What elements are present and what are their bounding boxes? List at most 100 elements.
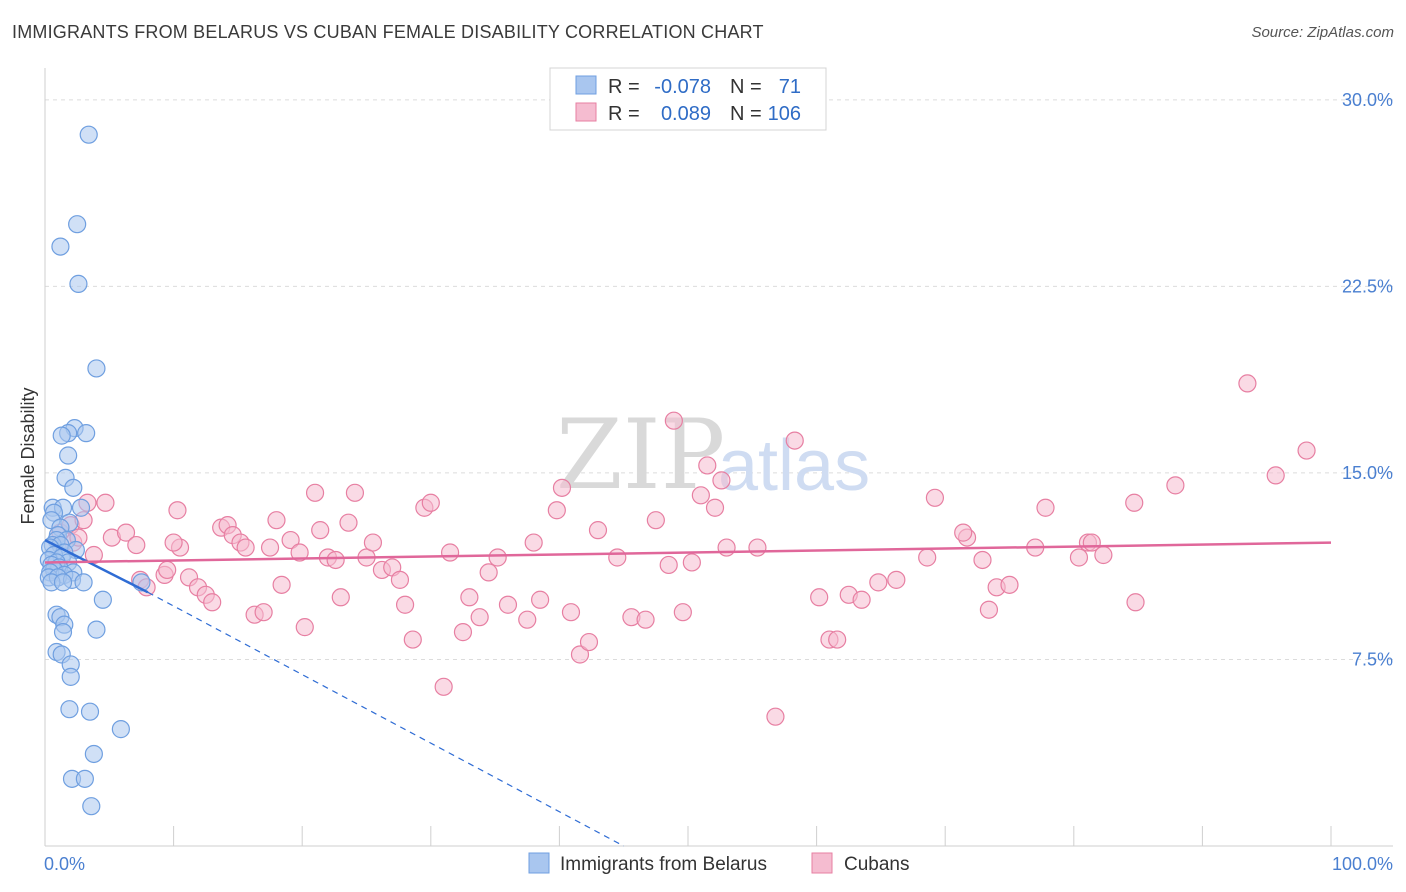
cubans-point-61: [531, 590, 550, 609]
cubans-point-32: [281, 530, 300, 550]
cubans-point-17: [168, 501, 187, 520]
cubans-point-56: [479, 563, 498, 582]
bottom-legend-swatch-cubans: [811, 852, 833, 874]
series-legend: Immigrants from Belarus Cubans: [528, 852, 910, 875]
cubans-point-54: [460, 588, 479, 607]
cubans-point-106: [1266, 466, 1285, 485]
cubans-point-21: [203, 593, 222, 612]
bottom-legend-swatch-belarus: [528, 852, 550, 874]
cubans-point-73: [664, 411, 683, 430]
cubans-point-77: [698, 456, 717, 475]
cubans-point-96: [1000, 575, 1019, 594]
cubans-point-90: [887, 570, 906, 589]
legend-n-label-1: N =: [730, 76, 762, 98]
cubans-point-34: [295, 618, 314, 637]
cubans-point-28: [254, 603, 273, 622]
cubans-point-91: [918, 548, 937, 567]
cubans-point-82: [766, 707, 785, 726]
belarus-point-50: [53, 623, 73, 642]
cubans-point-72: [659, 555, 678, 575]
belarus-point-58: [84, 744, 103, 764]
belarus-point-11: [64, 478, 83, 497]
legend-r-label-1: R =: [608, 76, 640, 98]
y-axis-title: Female Disability: [18, 387, 38, 524]
belarus-point-45: [93, 590, 112, 609]
bottom-legend-cubans: Cubans: [844, 854, 910, 875]
watermark: ZIP atlas: [556, 399, 870, 511]
cubans-point-36: [311, 521, 330, 540]
belarus-point-1: [68, 215, 87, 234]
cubans-point-59: [518, 610, 537, 629]
cubans-point-40: [339, 513, 358, 532]
cubans-point-55: [470, 608, 489, 627]
cubans-point-46: [390, 570, 410, 589]
legend-r-label-2: R =: [608, 103, 640, 125]
legend-n-value-2: 106: [768, 103, 801, 125]
y-tick-label-2: 22.5%: [1342, 276, 1393, 296]
belarus-point-61: [82, 797, 101, 816]
cubans-point-79: [712, 471, 731, 490]
belarus-point-4: [87, 359, 106, 378]
cubans-point-107: [1297, 441, 1316, 460]
cubans-point-62: [547, 501, 566, 520]
belarus-point-14: [71, 498, 91, 517]
cubans-point-104: [1126, 593, 1145, 612]
belarus-point-49: [87, 620, 106, 639]
cubans-point-68: [608, 548, 627, 567]
cubans-point-88: [852, 590, 871, 609]
cubans-point-67: [588, 521, 608, 540]
cubans-point-98: [1036, 498, 1055, 517]
x-tick-labels: 0.0% 100.0%: [44, 854, 1393, 874]
cubans-point-65: [570, 645, 590, 664]
cubans-point-39: [331, 588, 350, 607]
cubans-point-50: [421, 493, 440, 512]
grid-lines: [45, 99, 1393, 660]
x-tick-label-1: 100.0%: [1332, 854, 1393, 874]
trend-cubans: [44, 541, 1332, 564]
belarus-point-60: [75, 769, 94, 788]
belarus-point-3: [69, 274, 88, 293]
belarus-point-54: [61, 667, 80, 686]
belarus-point-57: [111, 720, 130, 739]
cubans-point-58: [498, 595, 518, 614]
belarus-point-2: [51, 237, 70, 256]
belarus-point-0: [79, 125, 98, 144]
cubans-point-66: [579, 632, 599, 652]
y-tick-labels: 7.5% 15.0% 22.5% 30.0%: [1342, 90, 1393, 670]
belarus-point-7: [77, 424, 96, 443]
source-label: Source: ZipAtlas.com: [1251, 24, 1394, 41]
belarus-point-9: [59, 446, 78, 465]
cubans-point-35: [305, 483, 325, 502]
cubans-point-74: [673, 603, 692, 622]
cubans-point-47: [395, 595, 415, 614]
cubans-point-63: [552, 478, 572, 497]
cubans-point-75: [682, 553, 701, 572]
cubans-point-84: [810, 588, 829, 607]
legend-n-value-1: 71: [779, 76, 801, 98]
trend-lines: [44, 538, 1332, 847]
cubans-point-64: [561, 603, 581, 622]
cubans-point-53: [453, 623, 473, 642]
legend-r-value-1: -0.078: [654, 76, 711, 98]
cubans-point-33: [290, 543, 309, 562]
cubans-point-16: [164, 533, 183, 552]
cubans-point-70: [636, 610, 655, 629]
belarus-point-56: [80, 702, 100, 721]
belarus-point-42: [53, 573, 73, 592]
cubans-point-105: [1238, 374, 1257, 393]
belarus-point-55: [60, 700, 79, 719]
cubans-point-48: [403, 630, 422, 649]
cubans-point-14: [158, 560, 177, 580]
cubans-point-94: [979, 600, 999, 619]
cubans-point-43: [363, 533, 383, 552]
cubans-point-41: [345, 483, 365, 502]
cubans-point-109: [925, 488, 945, 507]
legend-r-value-2: 0.089: [661, 103, 711, 125]
cubans-point-9: [116, 523, 136, 542]
cubans-point-60: [524, 533, 543, 552]
axes: [44, 68, 1393, 847]
y-tick-label-1: 15.0%: [1342, 463, 1393, 483]
cubans-point-76: [691, 486, 710, 505]
cubans-point-93: [973, 550, 992, 570]
